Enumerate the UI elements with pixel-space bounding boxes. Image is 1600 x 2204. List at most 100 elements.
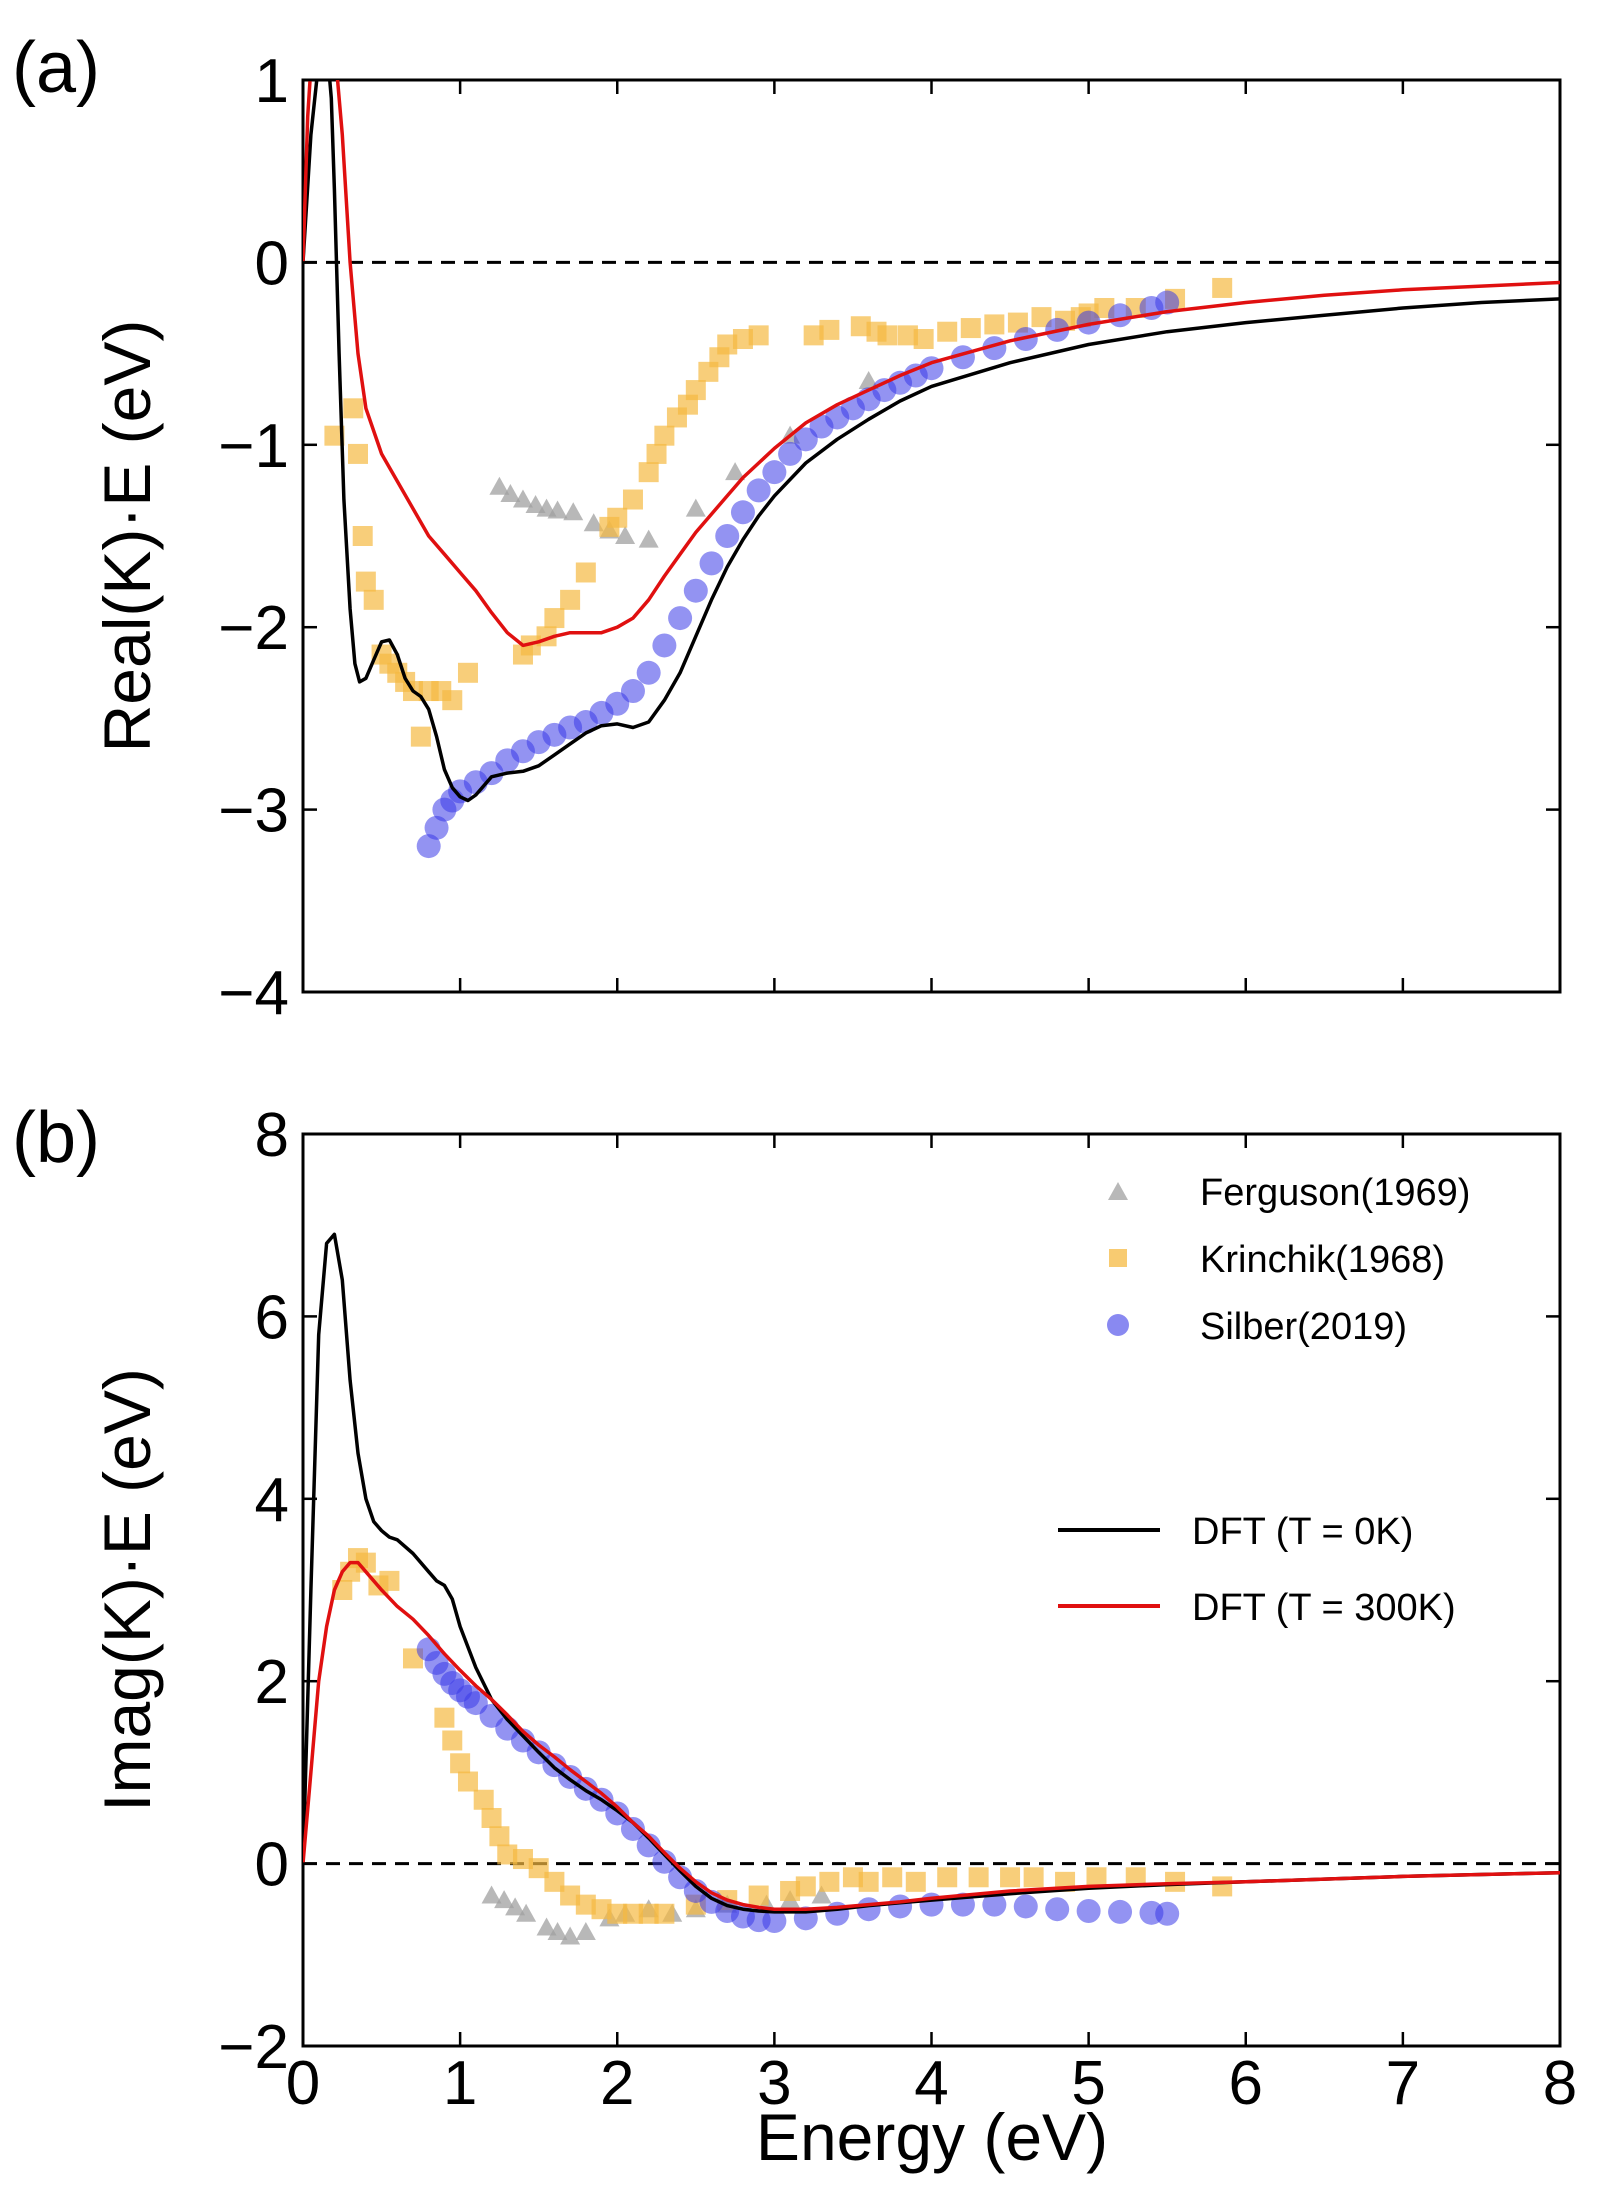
panel-b-ytick-label: 8 <box>255 1101 289 1170</box>
panel-a-point-ferguson-1969 <box>512 489 533 508</box>
panel-b-point-ferguson-1969 <box>494 1890 515 1909</box>
panel-b-point-krinchik-1968 <box>512 1849 533 1870</box>
panel-b-point-krinchik-1968 <box>968 1867 989 1888</box>
panel-a-point-silber-2019 <box>416 834 441 859</box>
panel-b-ytick-label: 2 <box>255 1648 289 1717</box>
panel-b-xtick-label: 0 <box>286 2049 320 2118</box>
panel-a-point-krinchik-1968 <box>819 319 840 340</box>
panel-a-point-ferguson-1969 <box>725 462 746 481</box>
panel-a-ytick-label: 1 <box>255 47 289 116</box>
panel-a-point-ferguson-1969 <box>638 529 659 548</box>
panel-a-point-silber-2019 <box>424 815 449 840</box>
panel-a-series-dft-t-0k <box>303 80 1560 803</box>
panel-a-point-ferguson-1969 <box>547 500 568 519</box>
panel-b-point-krinchik-1968 <box>1125 1867 1146 1888</box>
legend-entry-dft0: DFT (T = 0K) <box>1058 1511 1413 1553</box>
panel-b-data <box>303 1232 1560 1945</box>
panel-a-point-silber-2019 <box>1155 290 1180 315</box>
panel-b-point-silber-2019 <box>1045 1897 1070 1922</box>
panel-a-point-silber-2019 <box>699 551 724 576</box>
panel-a-ylabel: Real(K)·E (eV) <box>90 320 164 753</box>
panel-b-point-krinchik-1968 <box>1023 1867 1044 1888</box>
panel-a-point-krinchik-1968 <box>654 425 675 446</box>
panel-b-point-silber-2019 <box>1076 1899 1101 1924</box>
panel-b-point-krinchik-1968 <box>481 1808 502 1828</box>
legend-label-dft0: DFT (T = 0K) <box>1192 1511 1413 1553</box>
panel-a-point-ferguson-1969 <box>583 513 604 532</box>
panel-a-point-silber-2019 <box>715 524 740 548</box>
legend-entry-krinchik: Krinchik(1968) <box>1109 1239 1445 1281</box>
panel-a-point-krinchik-1968 <box>960 318 981 339</box>
panel-b-point-ferguson-1969 <box>560 1926 581 1945</box>
panel-a-point-krinchik-1968 <box>1031 307 1052 328</box>
x-axis-title: Energy (eV) <box>756 2100 1108 2174</box>
panel-b-point-ferguson-1969 <box>505 1897 526 1916</box>
panel-a-point-krinchik-1968 <box>607 507 628 528</box>
panel-a-point-krinchik-1968 <box>347 443 368 464</box>
legend-entry-dft300: DFT (T = 300K) <box>1058 1587 1456 1629</box>
panel-a-point-silber-2019 <box>620 679 645 704</box>
panel-a-point-krinchik-1968 <box>646 443 667 464</box>
panel-a-ytick-label: −1 <box>218 412 289 481</box>
panel-a-point-krinchik-1968 <box>803 325 824 346</box>
panel-a-point-silber-2019 <box>668 606 693 631</box>
legend-marker-ferguson <box>1108 1182 1128 1200</box>
panel-b-point-krinchik-1968 <box>905 1871 926 1892</box>
panel-a-ytick-label: −2 <box>218 594 289 663</box>
legend-marker-silber <box>1107 1314 1129 1336</box>
panel-b-point-krinchik-1968 <box>450 1753 471 1774</box>
panel-b-point-krinchik-1968 <box>622 1903 643 1924</box>
panel-a-frame <box>301 78 1562 994</box>
panel-b-point-silber-2019 <box>982 1892 1007 1917</box>
panel-a-ytick-label: −4 <box>218 959 289 1028</box>
panel-a-point-silber-2019 <box>1108 303 1133 328</box>
panel-b-series-dft-t-300k <box>303 1560 1560 1911</box>
panel-b-point-krinchik-1968 <box>457 1771 478 1792</box>
panel-a-point-krinchik-1968 <box>748 325 769 346</box>
panel-a-point-krinchik-1968 <box>638 462 659 483</box>
legend: Ferguson(1969) Krinchik(1968) Silber(201… <box>1058 1172 1470 1629</box>
panel-b-ytick-label: 6 <box>255 1283 289 1352</box>
panel-b-point-krinchik-1968 <box>560 1885 581 1906</box>
panel-b-point-silber-2019 <box>620 1816 645 1841</box>
panel-a-point-silber-2019 <box>652 633 677 658</box>
panel-a-point-krinchik-1968 <box>355 571 376 592</box>
panel-a-point-krinchik-1968 <box>937 321 958 342</box>
panel-a-point-ferguson-1969 <box>489 476 510 495</box>
panel-a-point-krinchik-1968 <box>913 329 934 350</box>
panel-b-xtick-label: 8 <box>1543 2049 1577 2118</box>
panel-b-point-silber-2019 <box>1155 1901 1180 1926</box>
panel-a-point-krinchik-1968 <box>622 489 643 510</box>
panel-b-line-dft-t-300k <box>303 1560 1560 1911</box>
panel-a-point-krinchik-1968 <box>575 562 596 583</box>
panel-b-point-ferguson-1969 <box>536 1917 557 1936</box>
panel-a-line-dft-t-300k <box>303 80 1560 648</box>
legend-label-dft300: DFT (T = 300K) <box>1192 1587 1456 1629</box>
panel-b-point-krinchik-1968 <box>575 1894 596 1915</box>
panel-b-point-krinchik-1968 <box>607 1903 628 1924</box>
panel-a-point-krinchik-1968 <box>457 662 478 683</box>
panel-b-point-krinchik-1968 <box>544 1871 565 1892</box>
panel-a-series-dft-t-300k <box>303 80 1560 648</box>
panel-b-point-silber-2019 <box>636 1833 661 1858</box>
panel-b-point-krinchik-1968 <box>858 1871 879 1892</box>
panel-a-chart: 1 0 −1 −2 −3 −4 Real(K)·E (eV) <box>90 47 1562 1028</box>
panel-b-point-krinchik-1968 <box>819 1871 840 1892</box>
panel-a-point-krinchik-1968 <box>324 425 345 446</box>
panel-b-ytick-label: 0 <box>255 1831 289 1900</box>
panel-b-point-krinchik-1968 <box>1212 1876 1233 1897</box>
panel-a-point-krinchik-1968 <box>352 526 373 546</box>
panel-a-point-krinchik-1968 <box>685 380 706 401</box>
panel-b-point-krinchik-1968 <box>489 1826 510 1847</box>
panel-b-point-silber-2019 <box>1108 1899 1133 1924</box>
panel-a-point-krinchik-1968 <box>363 589 384 610</box>
panel-a-point-krinchik-1968 <box>442 690 463 711</box>
panel-b-xtick-label: 5 <box>1071 2049 1105 2118</box>
panel-b-point-krinchik-1968 <box>442 1730 463 1751</box>
panel-b-point-krinchik-1968 <box>379 1570 400 1591</box>
panel-a-point-krinchik-1968 <box>520 635 541 656</box>
panel-b-point-krinchik-1968 <box>591 1899 612 1920</box>
panel-a-point-silber-2019 <box>778 441 803 466</box>
